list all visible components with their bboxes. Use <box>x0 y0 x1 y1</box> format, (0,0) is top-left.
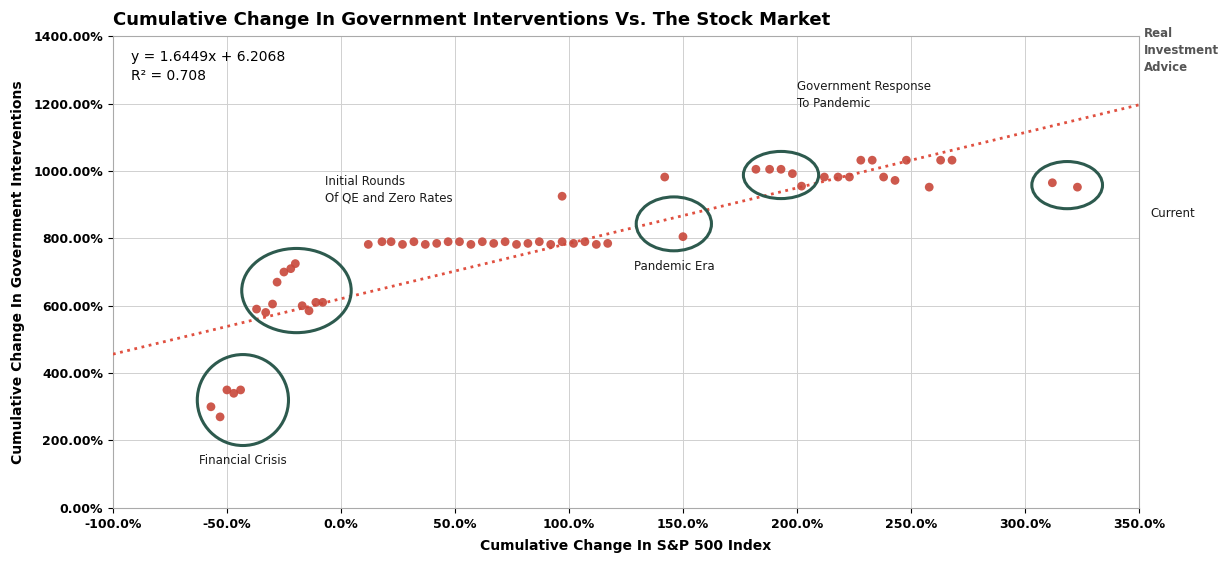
Point <box>381 237 401 246</box>
Text: Current: Current <box>1150 206 1196 219</box>
Text: Real
Investment
Advice: Real Investment Advice <box>1144 27 1219 74</box>
Point <box>851 156 871 165</box>
Text: Pandemic Era: Pandemic Era <box>633 260 715 273</box>
Point <box>373 237 392 246</box>
Point <box>814 173 834 182</box>
Point <box>472 237 492 246</box>
Point <box>873 173 893 182</box>
Point <box>405 237 424 246</box>
Point <box>496 237 515 246</box>
Point <box>552 192 572 201</box>
Point <box>942 156 962 165</box>
Point <box>210 412 230 421</box>
Point <box>256 308 276 317</box>
Point <box>416 240 435 249</box>
Point <box>552 237 572 246</box>
Point <box>541 240 561 249</box>
Point <box>840 173 860 182</box>
Text: Initial Rounds
Of QE and Zero Rates: Initial Rounds Of QE and Zero Rates <box>325 175 453 205</box>
Point <box>760 165 780 174</box>
Point <box>1068 183 1087 192</box>
Y-axis label: Cumulative Change In Government Interventions: Cumulative Change In Government Interven… <box>11 80 25 464</box>
Point <box>267 277 287 287</box>
Point <box>450 237 470 246</box>
Point <box>782 169 802 178</box>
Point <box>576 237 595 246</box>
Point <box>312 298 332 307</box>
Point <box>931 156 951 165</box>
Text: Cumulative Change In Government Interventions Vs. The Stock Market: Cumulative Change In Government Interven… <box>113 11 830 29</box>
Point <box>483 239 503 248</box>
Point <box>518 239 538 248</box>
Point <box>224 389 244 398</box>
Point <box>563 239 583 248</box>
Point <box>897 156 916 165</box>
Point <box>587 240 606 249</box>
Point <box>598 239 617 248</box>
Point <box>280 264 300 273</box>
Point <box>438 237 458 246</box>
Point <box>862 156 882 165</box>
Point <box>792 182 812 191</box>
Point <box>285 259 305 268</box>
Point <box>1043 178 1063 187</box>
Point <box>461 240 481 249</box>
Point <box>299 306 319 315</box>
Point <box>202 402 221 411</box>
Point <box>231 385 251 394</box>
Point <box>654 173 674 182</box>
Text: Financial Crisis: Financial Crisis <box>199 454 287 467</box>
Point <box>247 305 267 314</box>
Point <box>507 240 526 249</box>
Point <box>306 298 326 307</box>
Point <box>358 240 378 249</box>
Point <box>392 240 412 249</box>
Point <box>828 173 847 182</box>
Point <box>274 267 294 276</box>
Text: y = 1.6449x + 6.2068
R² = 0.708: y = 1.6449x + 6.2068 R² = 0.708 <box>132 50 285 83</box>
Point <box>771 165 791 174</box>
Point <box>427 239 446 248</box>
Point <box>747 165 766 174</box>
Point <box>886 176 905 185</box>
Point <box>919 183 938 192</box>
Point <box>293 301 312 310</box>
Point <box>673 232 692 241</box>
Point <box>216 385 236 394</box>
X-axis label: Cumulative Change In S&P 500 Index: Cumulative Change In S&P 500 Index <box>481 539 771 553</box>
Text: Government Response
To Pandemic: Government Response To Pandemic <box>797 80 931 111</box>
Point <box>529 237 549 246</box>
Point <box>263 299 283 309</box>
